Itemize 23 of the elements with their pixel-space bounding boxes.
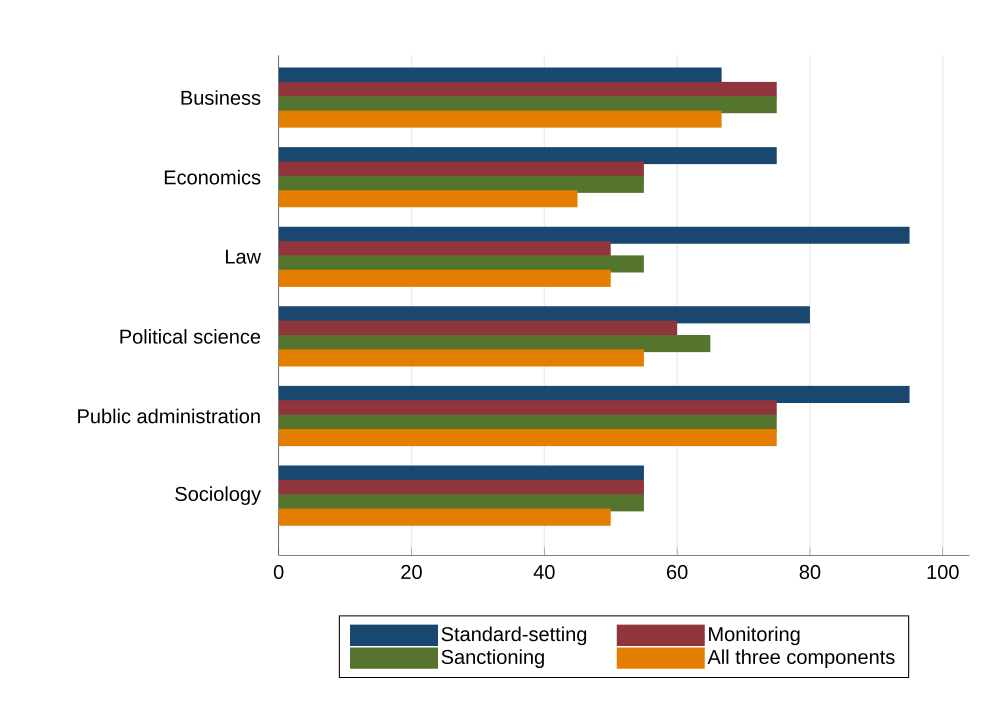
y-tick-label: Law: [226, 250, 262, 264]
bar: [278, 110, 722, 128]
y-tick-label: Sociology: [175, 486, 262, 505]
y-tick-label: Economics: [164, 170, 260, 184]
x-tick-label: 0: [274, 564, 284, 580]
x-tick-label: 80: [800, 564, 820, 580]
x-tick-label: 100: [928, 564, 959, 580]
y-tick-label: Business: [182, 90, 260, 105]
bar: [278, 270, 611, 287]
bar: [278, 429, 777, 446]
bar: [278, 190, 578, 208]
bar: [278, 226, 910, 244]
legend-label: Sanctioning: [442, 649, 544, 668]
bar: [278, 508, 611, 526]
x-tick-label: 60: [667, 564, 688, 580]
legend-label: Monitoring: [709, 626, 800, 646]
x-tick-label: 20: [401, 564, 422, 580]
bar: [278, 349, 644, 366]
y-tick-label: Political science: [120, 329, 260, 344]
y-tick-label: Public administration: [78, 408, 260, 424]
legend-label: Standard-setting: [442, 626, 586, 646]
x-tick-label: 40: [534, 564, 555, 580]
legend-label: All three components: [707, 649, 895, 668]
